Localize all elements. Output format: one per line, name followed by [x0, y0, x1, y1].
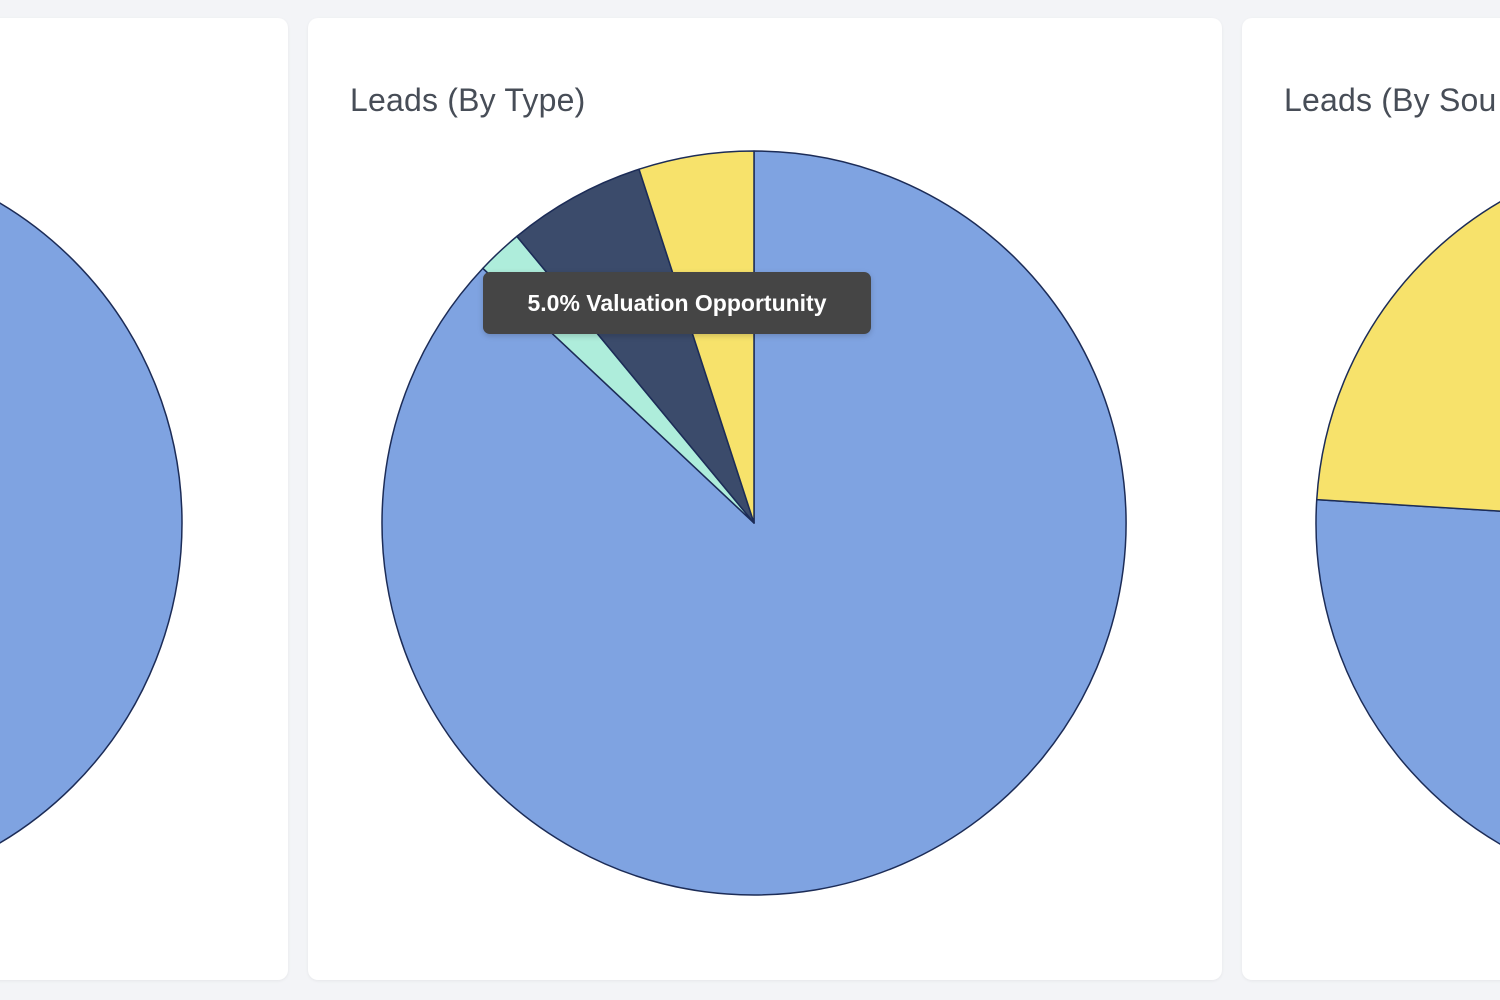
card-title-leads-by-source: Leads (By Sou: [1284, 82, 1497, 118]
pie-left-slice-0[interactable]: [0, 151, 183, 895]
chart-card-leads-by-source: Leads (By Sou: [1242, 18, 1500, 980]
pie-mid-slice-3[interactable]: [638, 150, 755, 524]
card-title-leads-by-type: Leads (By Type): [350, 82, 586, 118]
pie-chart-leads-by-type: [381, 150, 1127, 896]
pie-tooltip: 5.0% Valuation Opportunity: [483, 272, 871, 334]
pie-chart-left: [0, 151, 183, 895]
pie-right-slice-1[interactable]: [1315, 151, 1500, 523]
pie-mid-slice-2[interactable]: [516, 168, 755, 524]
chart-card-left: [0, 18, 288, 980]
pie-chart-leads-by-source: [1315, 151, 1500, 895]
pie-right-slice-0[interactable]: [1315, 151, 1500, 895]
chart-card-leads-by-type: Leads (By Type) 5.0% Valuation Opportuni…: [308, 18, 1222, 980]
